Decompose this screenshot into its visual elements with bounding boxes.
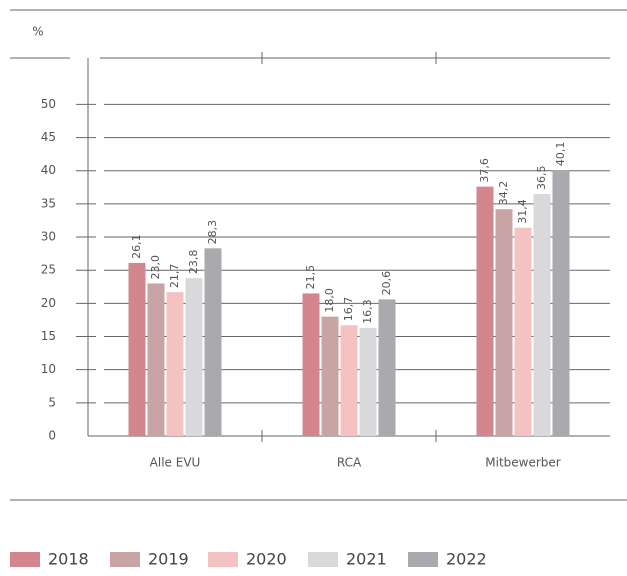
bar (204, 248, 222, 436)
bar (340, 325, 358, 436)
bar (128, 262, 146, 436)
legend-swatch (110, 552, 140, 567)
data-label: 16,3 (361, 299, 374, 324)
bar (552, 170, 570, 437)
data-label: 36,5 (535, 165, 548, 190)
bar (533, 193, 551, 436)
y-tick-label: 35 (41, 196, 56, 210)
data-label: 40,1 (554, 142, 567, 167)
legend-swatch (308, 552, 338, 567)
legend-label: 2020 (246, 550, 287, 569)
legend-swatch (10, 552, 40, 567)
data-label: 31,4 (516, 199, 529, 224)
data-label: 16,7 (342, 297, 355, 322)
bar (302, 293, 320, 436)
y-tick-label: 40 (41, 163, 56, 177)
y-tick-label: 0 (48, 429, 56, 443)
x-tick-label: RCA (337, 456, 362, 470)
data-label: 20,6 (380, 271, 393, 296)
data-label: 23,8 (187, 250, 200, 275)
bar (378, 299, 396, 436)
bar (166, 292, 184, 436)
x-tick-label: Mitbewerber (485, 456, 561, 470)
y-tick-label: 5 (48, 395, 56, 409)
bar (321, 316, 339, 436)
x-tick-label: Alle EVU (150, 456, 201, 470)
legend-swatch (208, 552, 238, 567)
bar (495, 209, 513, 436)
legend-label: 2021 (346, 550, 387, 569)
bar (359, 327, 377, 436)
y-tick-label: 10 (41, 362, 56, 376)
y-tick-label: 25 (41, 263, 56, 277)
bar (147, 283, 165, 436)
legend-label: 2018 (48, 550, 89, 569)
data-label: 23,0 (149, 255, 162, 280)
y-tick-label: 45 (41, 130, 56, 144)
data-label: 28,3 (206, 220, 219, 245)
data-label: 18,0 (323, 288, 336, 313)
y-tick-label: 15 (41, 329, 56, 343)
bar (514, 227, 532, 436)
legend-label: 2019 (148, 550, 189, 569)
data-label: 21,7 (168, 264, 181, 289)
y-axis-label: % (32, 25, 43, 39)
y-tick-label: 30 (41, 230, 56, 244)
y-tick-label: 20 (41, 296, 56, 310)
y-tick-label: 50 (41, 97, 56, 111)
data-label: 37,6 (478, 158, 491, 183)
data-label: 21,5 (304, 265, 317, 290)
data-label: 34,2 (497, 181, 510, 206)
legend-label: 2022 (446, 550, 487, 569)
bar (476, 186, 494, 436)
data-label: 26,1 (130, 234, 143, 259)
bar (185, 278, 203, 436)
legend-swatch (408, 552, 438, 567)
